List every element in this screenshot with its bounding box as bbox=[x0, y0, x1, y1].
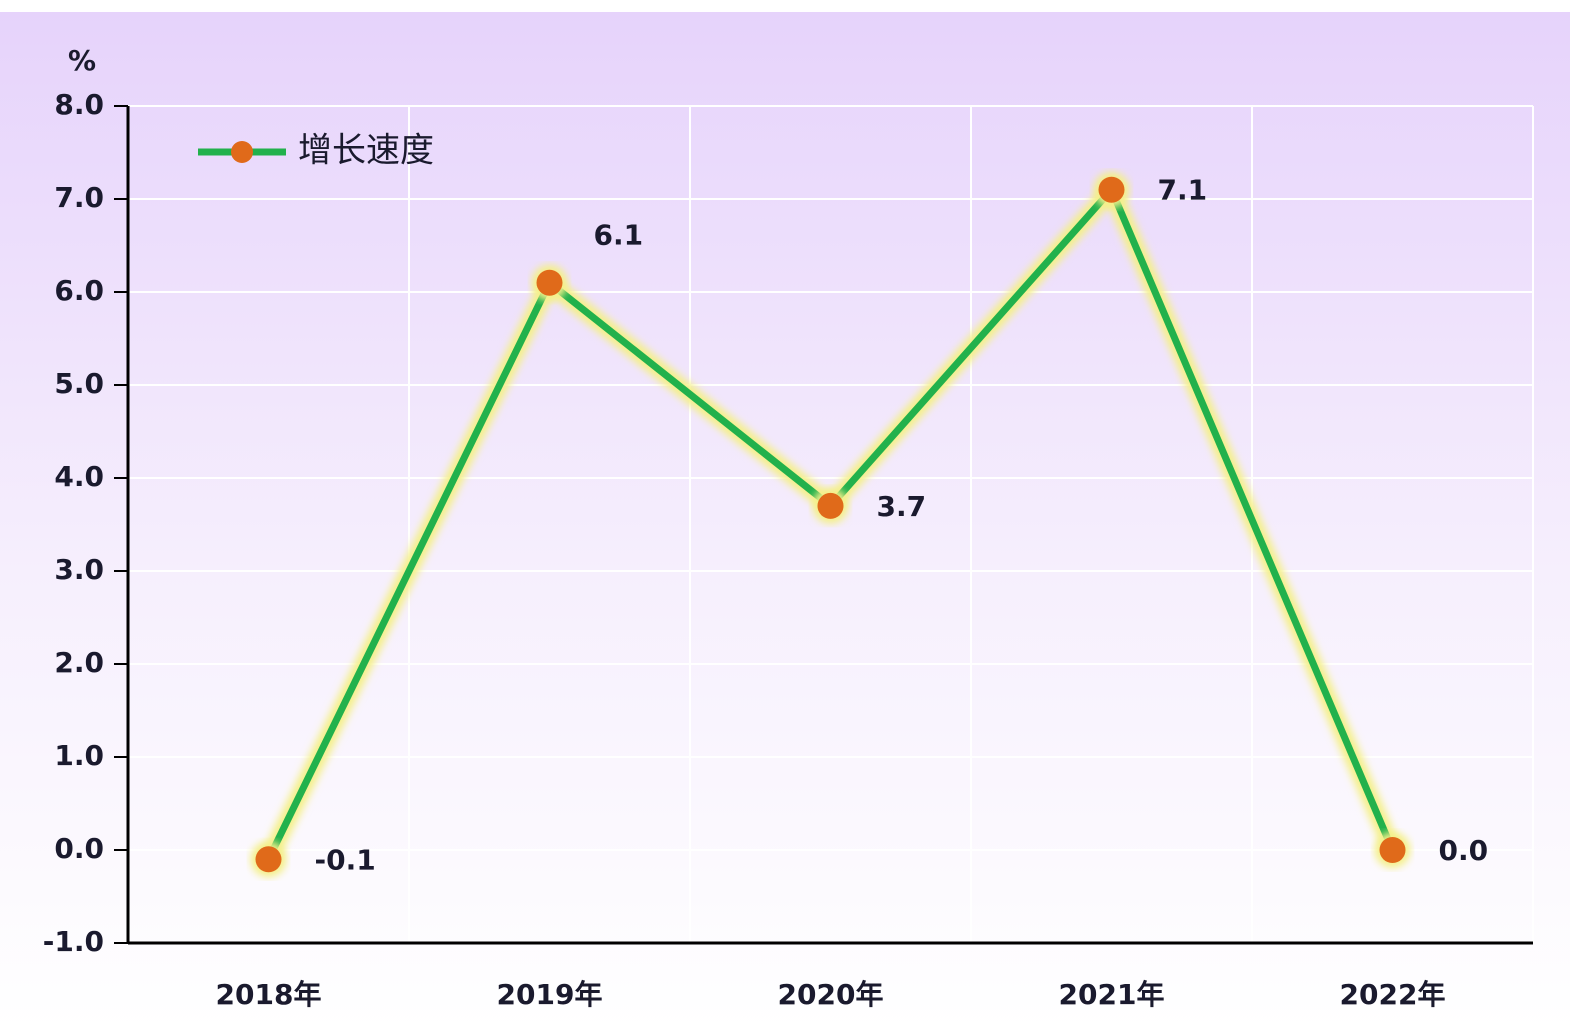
y-tick-label: 0.0 bbox=[54, 832, 104, 865]
y-tick-label: 5.0 bbox=[54, 367, 104, 400]
y-tick-label: 3.0 bbox=[54, 553, 104, 586]
x-tick-label: 2018年 bbox=[216, 978, 322, 1011]
marker bbox=[536, 269, 563, 296]
y-tick-label: 7.0 bbox=[54, 181, 104, 214]
y-tick-label: 4.0 bbox=[54, 460, 104, 493]
marker bbox=[1379, 837, 1406, 863]
x-tick-label: 2022年 bbox=[1340, 978, 1446, 1011]
y-tick-label: 6.0 bbox=[54, 274, 104, 307]
y-tick-label: -1.0 bbox=[43, 925, 104, 958]
y-axis-unit: % bbox=[68, 44, 96, 77]
y-tick-label: 1.0 bbox=[54, 739, 104, 772]
y-tick-label: 8.0 bbox=[54, 88, 104, 121]
legend-label: 增长速度 bbox=[298, 131, 434, 171]
marker bbox=[1098, 176, 1125, 203]
x-tick-label: 2020年 bbox=[778, 978, 884, 1011]
marker bbox=[255, 846, 282, 873]
marker bbox=[817, 492, 844, 519]
data-label: 7.1 bbox=[1158, 174, 1208, 207]
legend-marker bbox=[231, 141, 253, 163]
data-label: 6.1 bbox=[594, 219, 644, 252]
background bbox=[0, 12, 1570, 1030]
x-tick-label: 2019年 bbox=[497, 978, 603, 1011]
data-label: 3.7 bbox=[877, 490, 927, 523]
y-tick-label: 2.0 bbox=[54, 646, 104, 679]
x-tick-label: 2021年 bbox=[1059, 978, 1165, 1011]
data-label: 0.0 bbox=[1439, 834, 1489, 867]
data-label: -0.1 bbox=[315, 843, 376, 876]
